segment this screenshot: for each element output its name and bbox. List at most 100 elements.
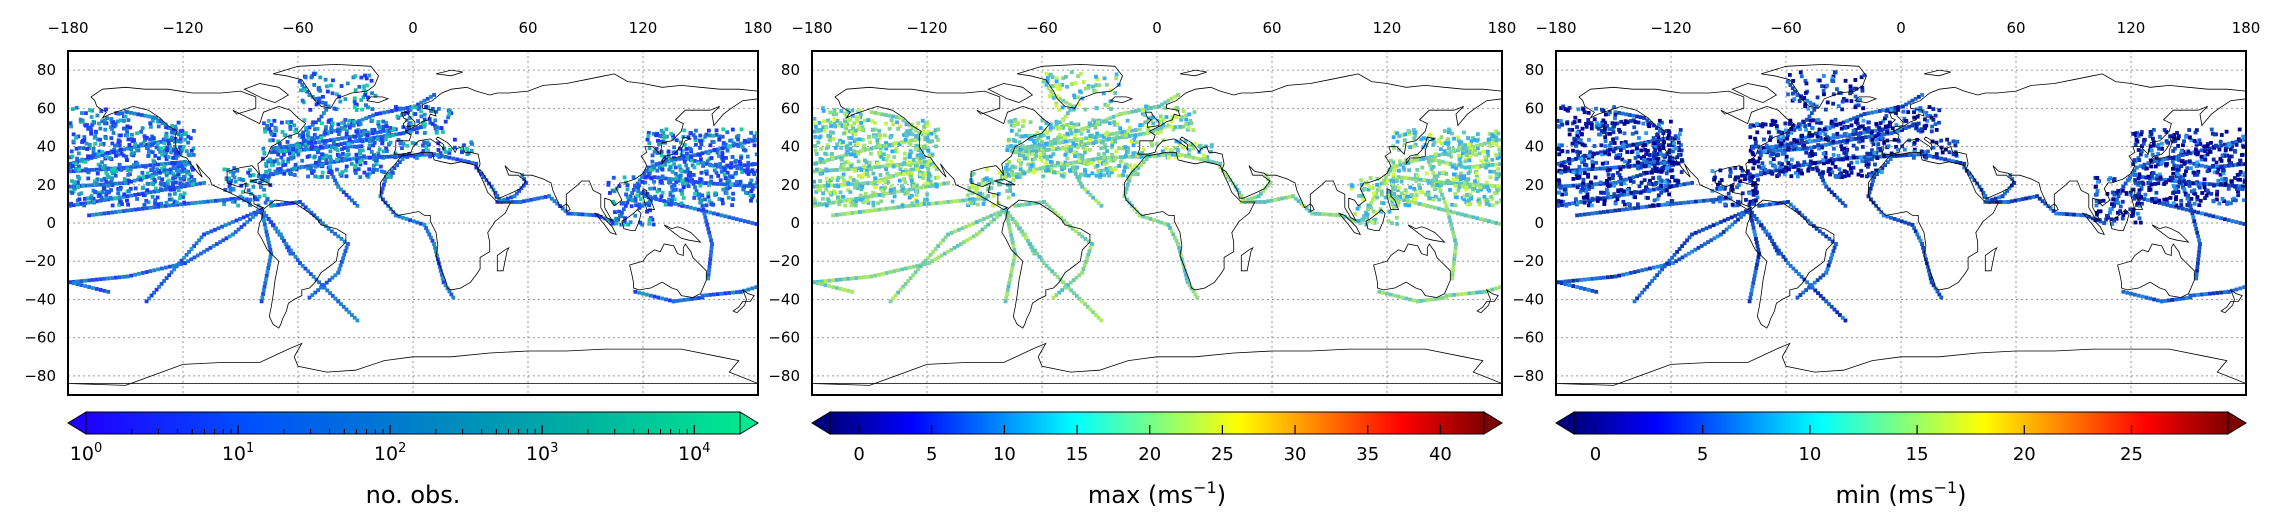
data-cell — [309, 169, 314, 173]
data-cell — [77, 167, 82, 172]
data-cell — [1482, 218, 1487, 223]
data-cell — [1037, 142, 1042, 147]
data-cell — [305, 164, 310, 169]
data-cell — [647, 141, 652, 145]
data-cell — [1220, 168, 1225, 173]
data-cell — [873, 165, 878, 170]
data-cell — [148, 269, 153, 274]
data-cell — [1110, 140, 1115, 145]
data-cell — [1044, 141, 1049, 146]
data-cell — [1063, 152, 1068, 157]
data-cell — [165, 170, 170, 175]
data-cell — [1174, 154, 1178, 159]
data-cell — [142, 134, 147, 139]
data-cell — [699, 142, 704, 147]
data-cell — [452, 137, 457, 142]
data-cell — [886, 154, 891, 159]
data-cell — [708, 292, 712, 297]
data-cell — [709, 163, 713, 168]
lon-tick-label: 120 — [629, 19, 658, 37]
data-cell — [262, 173, 267, 178]
data-cell — [150, 115, 155, 120]
data-cell — [393, 213, 398, 218]
data-cell — [283, 162, 288, 167]
data-cell — [1218, 165, 1223, 170]
data-cell — [934, 176, 938, 180]
data-cell — [449, 292, 454, 297]
data-cell — [447, 112, 452, 117]
data-cell — [1077, 175, 1082, 179]
data-cell — [1091, 195, 1096, 200]
data-cell — [253, 195, 257, 200]
data-cell — [905, 129, 910, 134]
data-cell — [344, 174, 349, 179]
data-cell — [720, 134, 725, 139]
data-cell — [262, 151, 267, 155]
data-cell — [1118, 126, 1123, 131]
data-cell — [1463, 143, 1468, 148]
data-cell — [367, 143, 372, 148]
data-cell — [1404, 296, 1409, 301]
data-cell — [731, 182, 736, 187]
data-cell — [654, 133, 659, 138]
data-cell — [723, 182, 728, 187]
data-cell — [825, 142, 830, 147]
data-cell — [1027, 242, 1032, 246]
data-cell — [419, 114, 424, 119]
data-cell — [421, 143, 425, 148]
data-cell — [992, 212, 997, 217]
data-cell — [927, 261, 931, 266]
data-cell — [1071, 150, 1076, 155]
data-cell — [178, 139, 183, 144]
data-cell — [187, 172, 192, 177]
data-cell — [132, 111, 137, 116]
data-cell — [357, 119, 362, 123]
data-cell — [1088, 138, 1093, 142]
data-cell — [889, 159, 894, 164]
data-cell — [344, 135, 348, 140]
data-cell — [883, 113, 888, 117]
data-cell — [560, 206, 565, 211]
data-cell — [729, 182, 734, 187]
data-cell — [835, 167, 839, 172]
data-cell — [83, 167, 88, 172]
data-cell — [1426, 180, 1431, 185]
data-cell — [289, 143, 294, 148]
data-cell — [1411, 298, 1416, 303]
data-cell — [925, 162, 930, 167]
data-cell — [272, 159, 277, 164]
data-cell — [174, 156, 179, 160]
data-cell — [474, 165, 479, 170]
data-cell — [114, 210, 118, 214]
data-cell — [276, 229, 281, 234]
data-cell — [1124, 150, 1129, 154]
data-cell — [846, 288, 851, 293]
data-cell — [106, 183, 111, 188]
data-cell — [225, 197, 229, 202]
data-cell — [1262, 200, 1267, 204]
data-cell — [355, 159, 360, 164]
data-cell — [334, 92, 339, 97]
data-cell — [125, 208, 130, 213]
data-cell — [170, 181, 175, 185]
data-cell — [751, 193, 756, 198]
data-cell — [352, 119, 357, 124]
data-cell — [1057, 120, 1062, 125]
data-cell — [164, 157, 169, 161]
data-cell — [1490, 141, 1495, 145]
data-cell — [826, 179, 831, 184]
data-cell — [1158, 120, 1163, 125]
data-cell — [922, 132, 927, 137]
colorbar-extend-high — [739, 411, 759, 435]
data-cell — [989, 178, 993, 183]
data-cell — [1444, 171, 1449, 176]
data-cell — [1093, 135, 1098, 140]
data-cell — [115, 119, 120, 124]
data-cell — [865, 172, 869, 177]
data-cell — [1011, 192, 1016, 197]
data-cell — [436, 106, 441, 111]
data-cell — [1048, 159, 1053, 164]
data-cell — [1466, 198, 1471, 203]
data-cell — [903, 281, 908, 286]
data-cell — [119, 200, 123, 205]
